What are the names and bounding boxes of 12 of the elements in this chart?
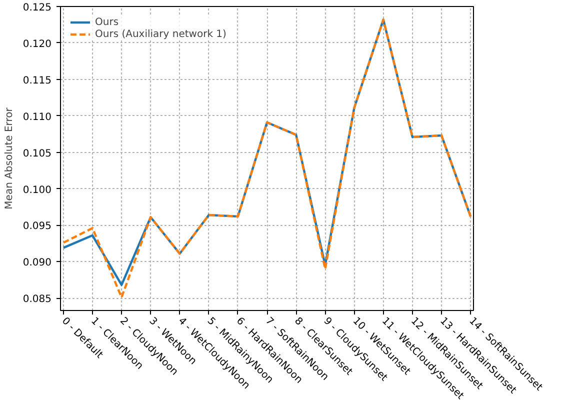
y-tick-label: 0.085 — [22, 294, 52, 306]
y-tick-label: 0.125 — [22, 2, 52, 14]
legend-label: Ours — [95, 16, 119, 28]
y-tick-label: 0.105 — [22, 148, 52, 160]
y-tick-label: 0.100 — [22, 184, 52, 196]
y-tick-label: 0.095 — [22, 221, 52, 232]
y-tick-label: 0.110 — [22, 112, 52, 123]
y-axis-title: Mean Absolute Error — [4, 106, 15, 210]
y-tick-label: 0.115 — [22, 75, 52, 86]
y-tick-label: 0.090 — [22, 258, 52, 269]
y-tick-label: 0.120 — [22, 38, 52, 50]
legend-label: Ours (Auxiliary network 1) — [95, 28, 226, 40]
